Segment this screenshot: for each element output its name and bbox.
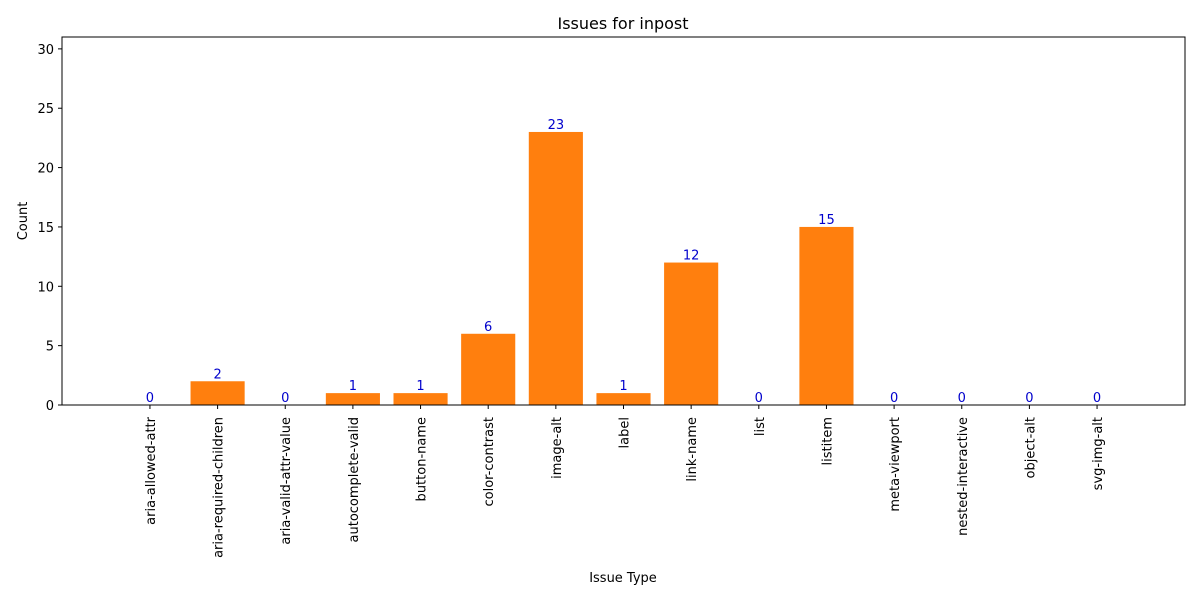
bar-button-name (393, 393, 448, 405)
bar-autocomplete-valid (325, 393, 380, 405)
data-label-aria-valid-attr-value: 0 (281, 391, 289, 406)
data-label-link-name: 12 (683, 249, 700, 264)
data-label-label: 1 (619, 379, 627, 394)
x-tick-label-button-name: button-name (415, 417, 430, 501)
bar-image-alt (528, 131, 583, 405)
data-label-meta-viewport: 0 (890, 391, 898, 406)
y-axis-ticks: 0 5 10 15 20 25 30 (37, 43, 62, 414)
bar-listitem (799, 226, 854, 405)
data-label-image-alt: 23 (548, 118, 565, 133)
bar-link-name (664, 262, 719, 405)
bars-layer (190, 131, 854, 405)
x-axis-label: Issue Type (589, 571, 657, 586)
y-axis-label: Count (16, 202, 31, 241)
y-tick-label-5: 5 (46, 340, 54, 355)
x-tick-label-listitem: listitem (820, 417, 835, 465)
y-tick-label-15: 15 (37, 221, 54, 236)
data-label-listitem: 15 (818, 213, 835, 228)
x-tick-label-nested-interactive: nested-interactive (956, 417, 971, 536)
data-label-aria-allowed-attr: 0 (146, 391, 154, 406)
bar-color-contrast (461, 333, 516, 405)
y-tick-label-10: 10 (37, 280, 54, 295)
x-tick-label-link-name: link-name (685, 417, 700, 482)
x-tick-label-meta-viewport: meta-viewport (888, 417, 903, 512)
x-tick-label-object-alt: object-alt (1023, 417, 1038, 478)
x-tick-label-list: list (753, 417, 768, 436)
chart-title: Issues for inpost (557, 14, 688, 33)
x-tick-label-svg-img-alt: svg-img-alt (1091, 417, 1106, 490)
data-label-object-alt: 0 (1025, 391, 1033, 406)
data-label-button-name: 1 (416, 379, 424, 394)
y-tick-label-25: 25 (37, 102, 54, 117)
x-tick-label-image-alt: image-alt (550, 417, 565, 479)
data-label-color-contrast: 6 (484, 320, 492, 335)
x-tick-label-aria-allowed-attr: aria-allowed-attr (144, 416, 159, 524)
plot-frame (61, 36, 1186, 406)
data-label-autocomplete-valid: 1 (349, 379, 357, 394)
x-tick-label-aria-required-children: aria-required-children (212, 417, 227, 558)
y-tick-label-0: 0 (46, 399, 54, 414)
bar-aria-required-children (190, 381, 245, 405)
x-tick-label-label: label (618, 417, 633, 448)
data-label-aria-required-children: 2 (213, 367, 221, 382)
y-tick-label-20: 20 (37, 162, 54, 177)
x-tick-label-aria-valid-attr-value: aria-valid-attr-value (279, 417, 294, 545)
bar-label (596, 393, 651, 405)
x-tick-label-autocomplete-valid: autocomplete-valid (347, 417, 362, 542)
x-tick-label-color-contrast: color-contrast (482, 417, 497, 507)
data-label-list: 0 (755, 391, 763, 406)
y-tick-label-30: 30 (37, 43, 54, 58)
data-labels-layer: 0 2 0 1 1 6 23 1 12 0 15 0 0 0 0 (146, 118, 1101, 406)
x-axis-ticks: aria-allowed-attr aria-required-children a… (144, 405, 1106, 558)
data-label-svg-img-alt: 0 (1093, 391, 1101, 406)
data-label-nested-interactive: 0 (958, 391, 966, 406)
